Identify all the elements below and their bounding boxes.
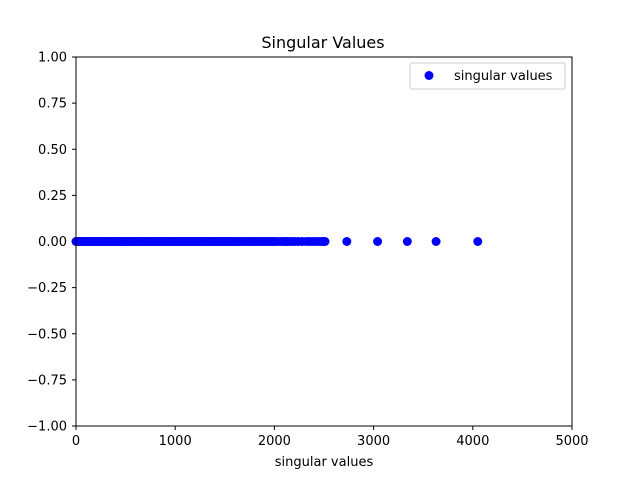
x-tick-label: 5000 [555,434,588,449]
x-tick-label: 3000 [357,434,390,449]
x-tick-label: 0 [72,434,80,449]
y-tick-label: 0.50 [38,143,67,158]
data-point [373,237,383,246]
y-tick-label: −0.50 [27,327,67,342]
legend: singular values [409,62,566,90]
chart-title: Singular Values [261,33,384,52]
plot-frame [75,56,573,427]
x-axis-label: singular values [275,455,374,470]
x-tick-label: 1000 [159,434,192,449]
y-tick-label: −0.75 [27,373,67,388]
x-tick-label: 2000 [258,434,291,449]
legend-marker-icon [424,71,434,80]
y-tick-label: 1.00 [38,51,67,66]
legend-label: singular values [454,69,553,84]
data-point [402,237,412,246]
x-axis: 0 1000 2000 3000 4000 5000 [72,426,589,449]
data-point [431,237,441,246]
y-tick-label: 0.00 [38,235,67,250]
y-tick-label: 0.75 [38,97,67,112]
x-tick-label: 4000 [456,434,489,449]
y-axis: 1.00 0.75 0.50 0.25 0.00 −0.25 −0.50 −0.75 −1.00 [27,51,76,435]
legend-box [409,62,566,90]
data-point [473,237,483,246]
data-point [320,237,330,246]
y-tick-label: −1.00 [27,420,67,435]
data-points [71,237,483,246]
y-tick-label: −0.25 [27,281,67,296]
y-tick-label: 0.25 [38,189,67,204]
data-point [342,237,352,246]
